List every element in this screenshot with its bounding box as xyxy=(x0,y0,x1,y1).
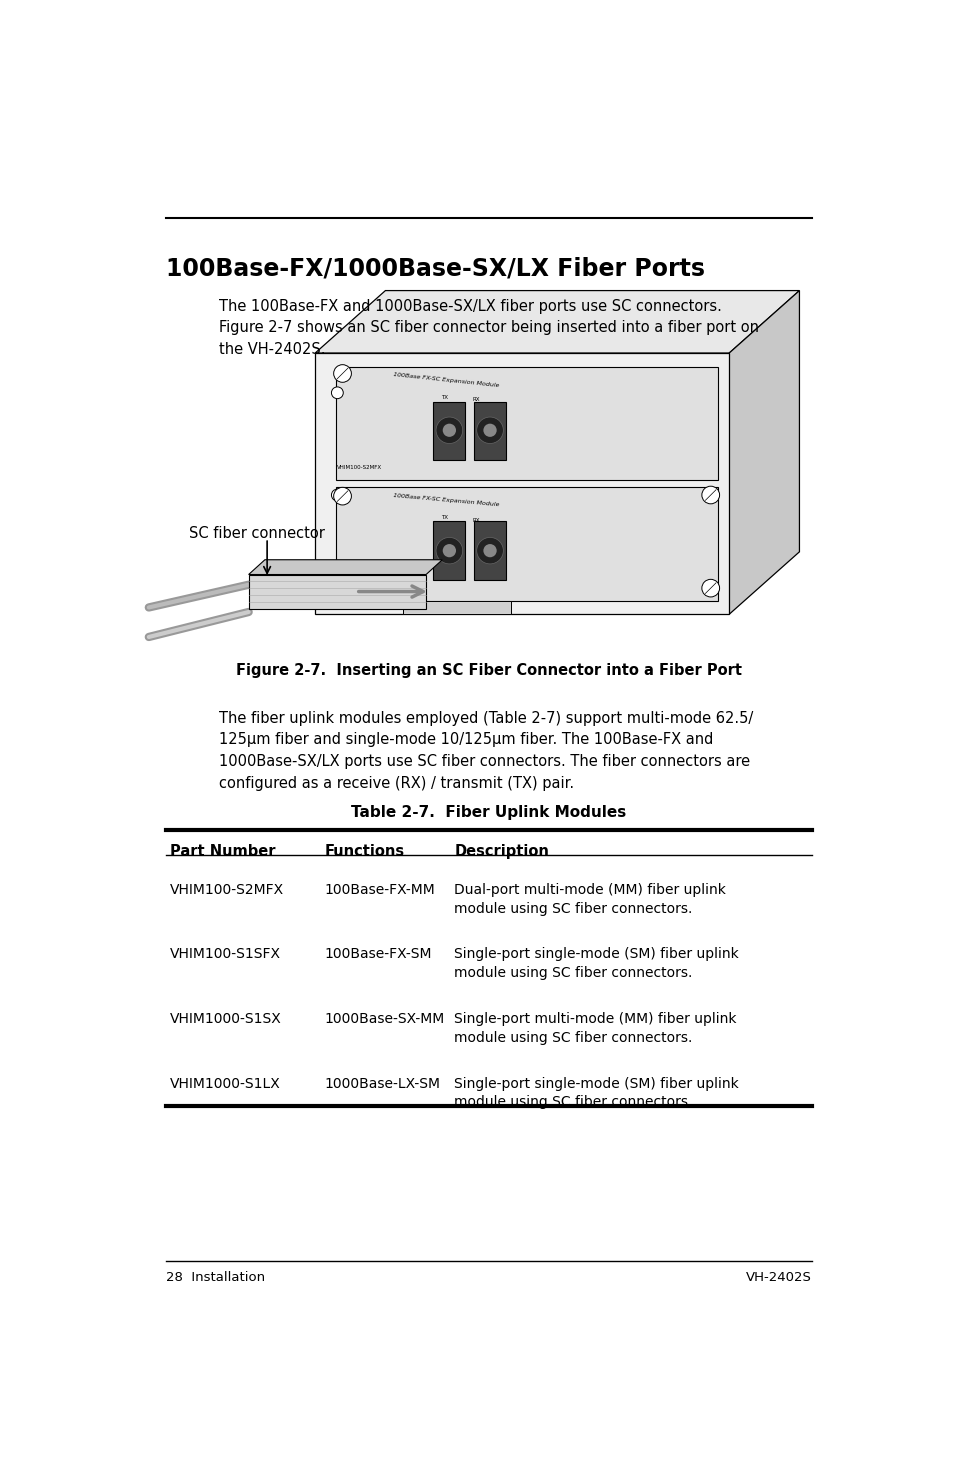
Polygon shape xyxy=(314,291,799,353)
Text: Functions: Functions xyxy=(324,844,404,858)
Polygon shape xyxy=(249,559,442,574)
Circle shape xyxy=(476,417,503,444)
Polygon shape xyxy=(433,401,465,460)
Circle shape xyxy=(483,423,497,437)
Circle shape xyxy=(334,487,351,504)
Text: 100Base-FX/1000Base-SX/LX Fiber Ports: 100Base-FX/1000Base-SX/LX Fiber Ports xyxy=(166,257,704,280)
Text: VHIM1000-S1SX: VHIM1000-S1SX xyxy=(170,1012,281,1025)
Circle shape xyxy=(476,537,503,563)
Text: Table 2-7.  Fiber Uplink Modules: Table 2-7. Fiber Uplink Modules xyxy=(351,805,626,820)
Polygon shape xyxy=(314,353,728,614)
Text: 28  Installation: 28 Installation xyxy=(166,1271,265,1285)
Circle shape xyxy=(436,537,462,563)
Text: VH-2402S: VH-2402S xyxy=(745,1271,811,1285)
Text: VHIM100-S2MFX: VHIM100-S2MFX xyxy=(170,884,283,897)
Circle shape xyxy=(442,544,456,558)
Text: Single-port single-mode (SM) fiber uplink
module using SC fiber connectors.: Single-port single-mode (SM) fiber uplin… xyxy=(454,1077,739,1109)
Text: TX: TX xyxy=(440,395,447,400)
Text: RX: RX xyxy=(472,518,479,522)
Text: Part Number: Part Number xyxy=(170,844,274,858)
Text: 100Base FX-SC Expansion Module: 100Base FX-SC Expansion Module xyxy=(393,372,498,388)
Text: RX: RX xyxy=(472,397,479,403)
Polygon shape xyxy=(474,521,505,580)
Text: SC fiber connector: SC fiber connector xyxy=(190,527,325,541)
Text: 100Base-FX-MM: 100Base-FX-MM xyxy=(324,884,436,897)
Text: 1000Base-SX-MM: 1000Base-SX-MM xyxy=(324,1012,444,1025)
Text: VHIM100-S2MFX: VHIM100-S2MFX xyxy=(337,465,382,471)
Polygon shape xyxy=(249,574,426,609)
Text: Single-port single-mode (SM) fiber uplink
module using SC fiber connectors.: Single-port single-mode (SM) fiber uplin… xyxy=(454,947,739,979)
Text: Description: Description xyxy=(454,844,549,858)
Circle shape xyxy=(331,386,343,398)
Text: VHIM100-S1SFX: VHIM100-S1SFX xyxy=(337,583,381,589)
Polygon shape xyxy=(433,521,465,580)
Text: VHIM1000-S1LX: VHIM1000-S1LX xyxy=(170,1077,280,1090)
Polygon shape xyxy=(335,367,718,481)
Text: The 100Base-FX and 1000Base-SX/LX fiber ports use SC connectors.
Figure 2-7 show: The 100Base-FX and 1000Base-SX/LX fiber … xyxy=(219,298,759,357)
Text: Dual-port multi-mode (MM) fiber uplink
module using SC fiber connectors.: Dual-port multi-mode (MM) fiber uplink m… xyxy=(454,884,725,916)
Circle shape xyxy=(442,423,456,437)
Text: Figure 2-7.  Inserting an SC Fiber Connector into a Fiber Port: Figure 2-7. Inserting an SC Fiber Connec… xyxy=(235,664,741,678)
Text: 100Base FX-SC Expansion Module: 100Base FX-SC Expansion Module xyxy=(393,493,498,507)
Circle shape xyxy=(701,487,719,504)
Circle shape xyxy=(334,364,351,382)
Polygon shape xyxy=(403,600,511,614)
Text: 1000Base-LX-SM: 1000Base-LX-SM xyxy=(324,1077,440,1090)
Polygon shape xyxy=(474,401,505,460)
Circle shape xyxy=(701,580,719,597)
Polygon shape xyxy=(335,487,718,600)
Text: TX: TX xyxy=(440,515,447,521)
Text: VHIM100-S1SFX: VHIM100-S1SFX xyxy=(170,947,280,962)
Circle shape xyxy=(436,417,462,444)
Text: The fiber uplink modules employed (Table 2-7) support multi-mode 62.5/
125μm fib: The fiber uplink modules employed (Table… xyxy=(219,711,753,791)
Circle shape xyxy=(331,490,343,502)
Text: Single-port multi-mode (MM) fiber uplink
module using SC fiber connectors.: Single-port multi-mode (MM) fiber uplink… xyxy=(454,1012,736,1044)
Text: 100Base-FX-SM: 100Base-FX-SM xyxy=(324,947,432,962)
Circle shape xyxy=(483,544,497,558)
Polygon shape xyxy=(728,291,799,614)
